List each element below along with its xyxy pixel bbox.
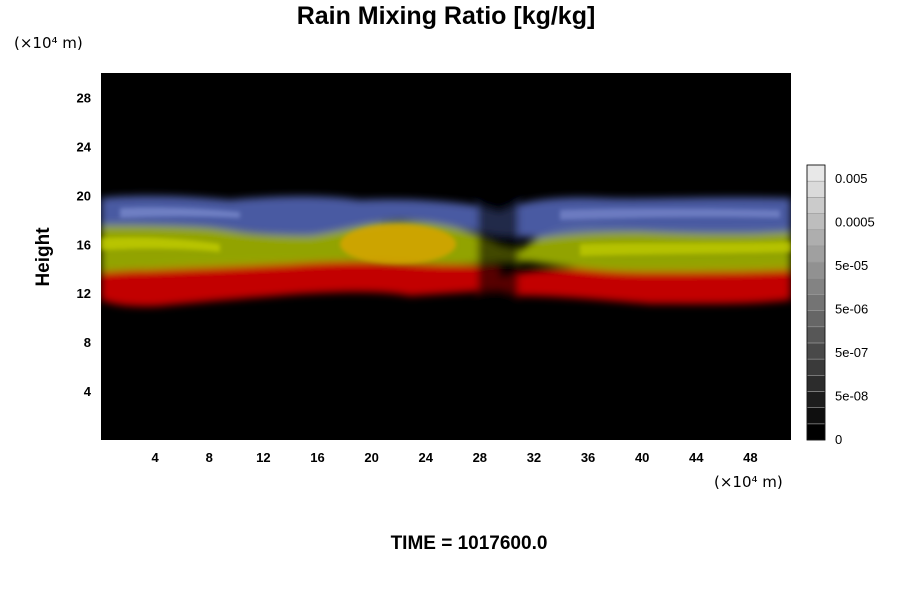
y-tick-label: 20 [77, 188, 91, 203]
x-unit-label: (×10⁴ m) [714, 473, 783, 491]
field-streak-left [101, 237, 220, 252]
colorbar-level [806, 213, 826, 231]
rain-field [101, 190, 791, 307]
colorbar-level [806, 245, 826, 263]
colorbar-level [806, 180, 826, 198]
time-label: TIME = 1017600.0 [391, 533, 548, 554]
colorbar-level [806, 164, 826, 182]
x-tick-label: 32 [527, 450, 541, 465]
field-band-blue [101, 195, 791, 238]
y-tick-label: 8 [84, 335, 91, 350]
y-tick-label: 28 [77, 90, 91, 105]
colorbar-label: 5e-05 [835, 258, 868, 273]
colorbar-border [806, 164, 826, 441]
colorbar-label: 0.005 [835, 171, 868, 186]
x-tick-label: 28 [473, 450, 487, 465]
x-tick-label: 16 [310, 450, 324, 465]
x-tick-label: 36 [581, 450, 595, 465]
colorbar-level [806, 407, 826, 425]
y-tick-label: 4 [84, 384, 92, 399]
colorbar-level [806, 391, 826, 408]
colorbar-label: 0 [835, 432, 842, 447]
colorbar-level [806, 310, 826, 328]
colorbar-level [806, 294, 826, 311]
colorbar-label: 5e-06 [835, 302, 868, 317]
colorbar [806, 164, 826, 441]
x-tick-label: 8 [206, 450, 213, 465]
colorbar-level [806, 197, 826, 214]
y-tick-label: 16 [77, 237, 91, 252]
x-tick-label: 24 [418, 450, 433, 465]
x-tick-label: 44 [689, 450, 704, 465]
x-tick-label: 4 [152, 450, 160, 465]
x-tick-label: 12 [256, 450, 270, 465]
y-tick-label: 24 [77, 139, 92, 154]
colorbar-labels: 0.005 0.0005 5e-05 5e-06 5e-07 5e-08 0 [835, 171, 875, 447]
colorbar-label: 5e-08 [835, 389, 868, 404]
y-axis-label: Height [33, 227, 54, 287]
colorbar-level [806, 423, 826, 441]
field-highlight-blue-right [560, 208, 780, 220]
x-tick-label: 20 [364, 450, 378, 465]
x-axis-ticks: 4 8 12 16 20 24 28 32 36 40 44 48 [152, 450, 758, 465]
x-tick-label: 48 [743, 450, 757, 465]
field-streak-right [580, 242, 791, 256]
y-tick-label: 12 [77, 286, 91, 301]
colorbar-level [806, 342, 826, 360]
x-tick-label: 40 [635, 450, 649, 465]
field-gap [478, 190, 518, 300]
field-highlight-blue [120, 207, 240, 218]
colorbar-level [806, 326, 826, 344]
colorbar-level [806, 374, 826, 392]
field-core-gold [340, 224, 456, 264]
chart-title: Rain Mixing Ratio [kg/kg] [297, 2, 596, 30]
colorbar-label: 0.0005 [835, 215, 875, 230]
colorbar-level [806, 358, 826, 376]
y-axis-ticks: 4 8 12 16 20 24 28 [77, 90, 92, 399]
colorbar-level [806, 261, 826, 279]
colorbar-level [806, 277, 826, 295]
colorbar-label: 5e-07 [835, 345, 868, 360]
y-unit-label: (×10⁴ m) [14, 34, 83, 52]
colorbar-level [806, 229, 826, 247]
